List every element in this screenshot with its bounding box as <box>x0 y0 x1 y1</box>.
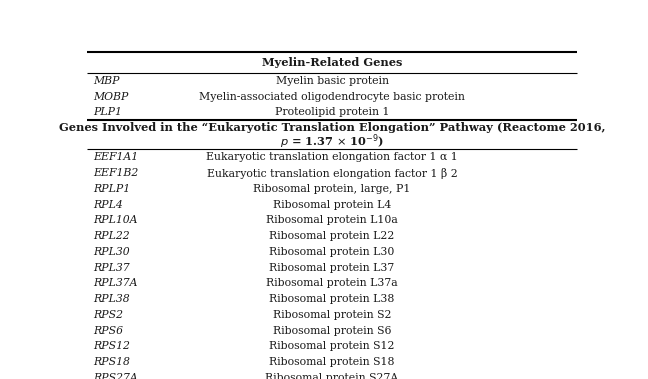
Text: RPS27A: RPS27A <box>93 373 138 379</box>
Text: RPS18: RPS18 <box>93 357 130 367</box>
Text: EEF1A1: EEF1A1 <box>93 152 139 162</box>
Text: Ribosomal protein L30: Ribosomal protein L30 <box>270 247 395 257</box>
Text: RPS6: RPS6 <box>93 326 124 335</box>
Text: Ribosomal protein S2: Ribosomal protein S2 <box>273 310 391 320</box>
Text: RPL37A: RPL37A <box>93 278 138 288</box>
Text: Eukaryotic translation elongation factor 1 β 2: Eukaryotic translation elongation factor… <box>207 168 457 179</box>
Text: Ribosomal protein S27A: Ribosomal protein S27A <box>266 373 399 379</box>
Text: Eukaryotic translation elongation factor 1 α 1: Eukaryotic translation elongation factor… <box>206 152 458 162</box>
Text: Ribosomal protein S12: Ribosomal protein S12 <box>270 341 395 351</box>
Text: Ribosomal protein L37a: Ribosomal protein L37a <box>266 278 398 288</box>
Text: Myelin-Related Genes: Myelin-Related Genes <box>262 57 402 68</box>
Text: $\mathit{p}$ = 1.37 $\times$ 10$^{-9}$): $\mathit{p}$ = 1.37 $\times$ 10$^{-9}$) <box>280 133 384 151</box>
Text: Ribosomal protein L22: Ribosomal protein L22 <box>270 231 395 241</box>
Text: Myelin basic protein: Myelin basic protein <box>275 76 389 86</box>
Text: RPL4: RPL4 <box>93 199 123 210</box>
Text: Ribosomal protein L10a: Ribosomal protein L10a <box>266 215 398 225</box>
Text: Ribosomal protein S18: Ribosomal protein S18 <box>270 357 395 367</box>
Text: RPL30: RPL30 <box>93 247 130 257</box>
Text: Genes Involved in the “Eukaryotic Translation Elongation” Pathway (Reactome 2016: Genes Involved in the “Eukaryotic Transl… <box>59 122 605 133</box>
Text: Ribosomal protein, large, P1: Ribosomal protein, large, P1 <box>253 184 411 194</box>
Text: RPLP1: RPLP1 <box>93 184 131 194</box>
Text: Ribosomal protein S6: Ribosomal protein S6 <box>273 326 391 335</box>
Text: RPL10A: RPL10A <box>93 215 138 225</box>
Text: Ribosomal protein L4: Ribosomal protein L4 <box>273 199 391 210</box>
Text: Ribosomal protein L38: Ribosomal protein L38 <box>270 294 395 304</box>
Text: MOBP: MOBP <box>93 92 129 102</box>
Text: RPL22: RPL22 <box>93 231 130 241</box>
Text: Myelin-associated oligodendrocyte basic protein: Myelin-associated oligodendrocyte basic … <box>199 92 465 102</box>
Text: RPS12: RPS12 <box>93 341 130 351</box>
Text: Ribosomal protein L37: Ribosomal protein L37 <box>270 263 395 273</box>
Text: RPS2: RPS2 <box>93 310 124 320</box>
Text: MBP: MBP <box>93 76 120 86</box>
Text: RPL37: RPL37 <box>93 263 130 273</box>
Text: PLP1: PLP1 <box>93 107 122 117</box>
Text: EEF1B2: EEF1B2 <box>93 168 139 178</box>
Text: RPL38: RPL38 <box>93 294 130 304</box>
Text: Proteolipid protein 1: Proteolipid protein 1 <box>275 107 389 117</box>
